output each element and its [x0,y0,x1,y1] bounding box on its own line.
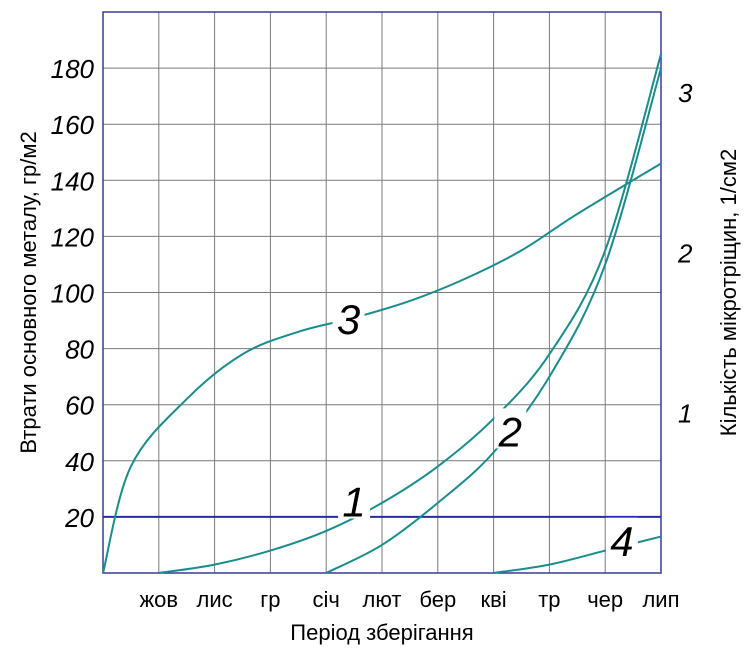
series-line-1 [158,53,662,574]
x-tick-label: лип [642,587,679,612]
curve-labels: 1 2 3 4 [332,296,638,565]
y2-tick-label: 3 [678,78,693,108]
x-axis-label: Період зберігання [290,620,473,645]
y2-tick-label: 2 [677,238,693,268]
grid [103,12,661,573]
y2-tick-label: 1 [678,399,692,429]
curve-label-bg [605,517,638,558]
x-tick-label: жов [139,587,178,612]
y-tick-label: 100 [51,279,95,309]
y-tick-label: 120 [51,222,95,252]
series-line-4 [493,535,662,574]
x-tick-label: тр [538,587,560,612]
x-tick-label: гр [260,587,280,612]
curve-label-bg [338,478,371,519]
x-tick-label: кві [480,587,506,612]
x-tick-labels: жов лис гр січ лют бер кві тр чер лип [139,587,679,612]
y-axis-label: Втрати основного металу, гр/м2 [16,131,41,453]
x-tick-label: лис [197,587,233,612]
curve-label-4: 4 [610,518,633,565]
y2-tick-labels: 1 2 3 [677,78,693,429]
curve-label-bg [332,296,365,337]
curve-label-3: 3 [337,296,360,343]
curve-label-1: 1 [342,478,365,525]
y-tick-label: 40 [65,447,94,477]
curve-label-2: 2 [498,408,522,455]
x-tick-label: чер [587,587,623,612]
x-tick-label: бер [419,587,456,612]
y-tick-label: 160 [51,110,95,140]
x-tick-label: січ [313,587,340,612]
y-tick-label: 80 [65,335,94,365]
y-tick-label: 60 [65,391,94,421]
x-tick-label: лют [363,587,402,612]
y2-axis-label: Кількість мікротріщин, 1/см2 [716,149,741,436]
y-tick-label: 180 [51,54,95,84]
y-tick-label: 20 [64,503,94,533]
y-tick-label: 140 [51,166,95,196]
plot-frame [102,11,662,574]
y-tick-labels: 20 40 60 80 100 120 140 160 180 [51,54,95,533]
curve-label-bg [494,408,527,449]
